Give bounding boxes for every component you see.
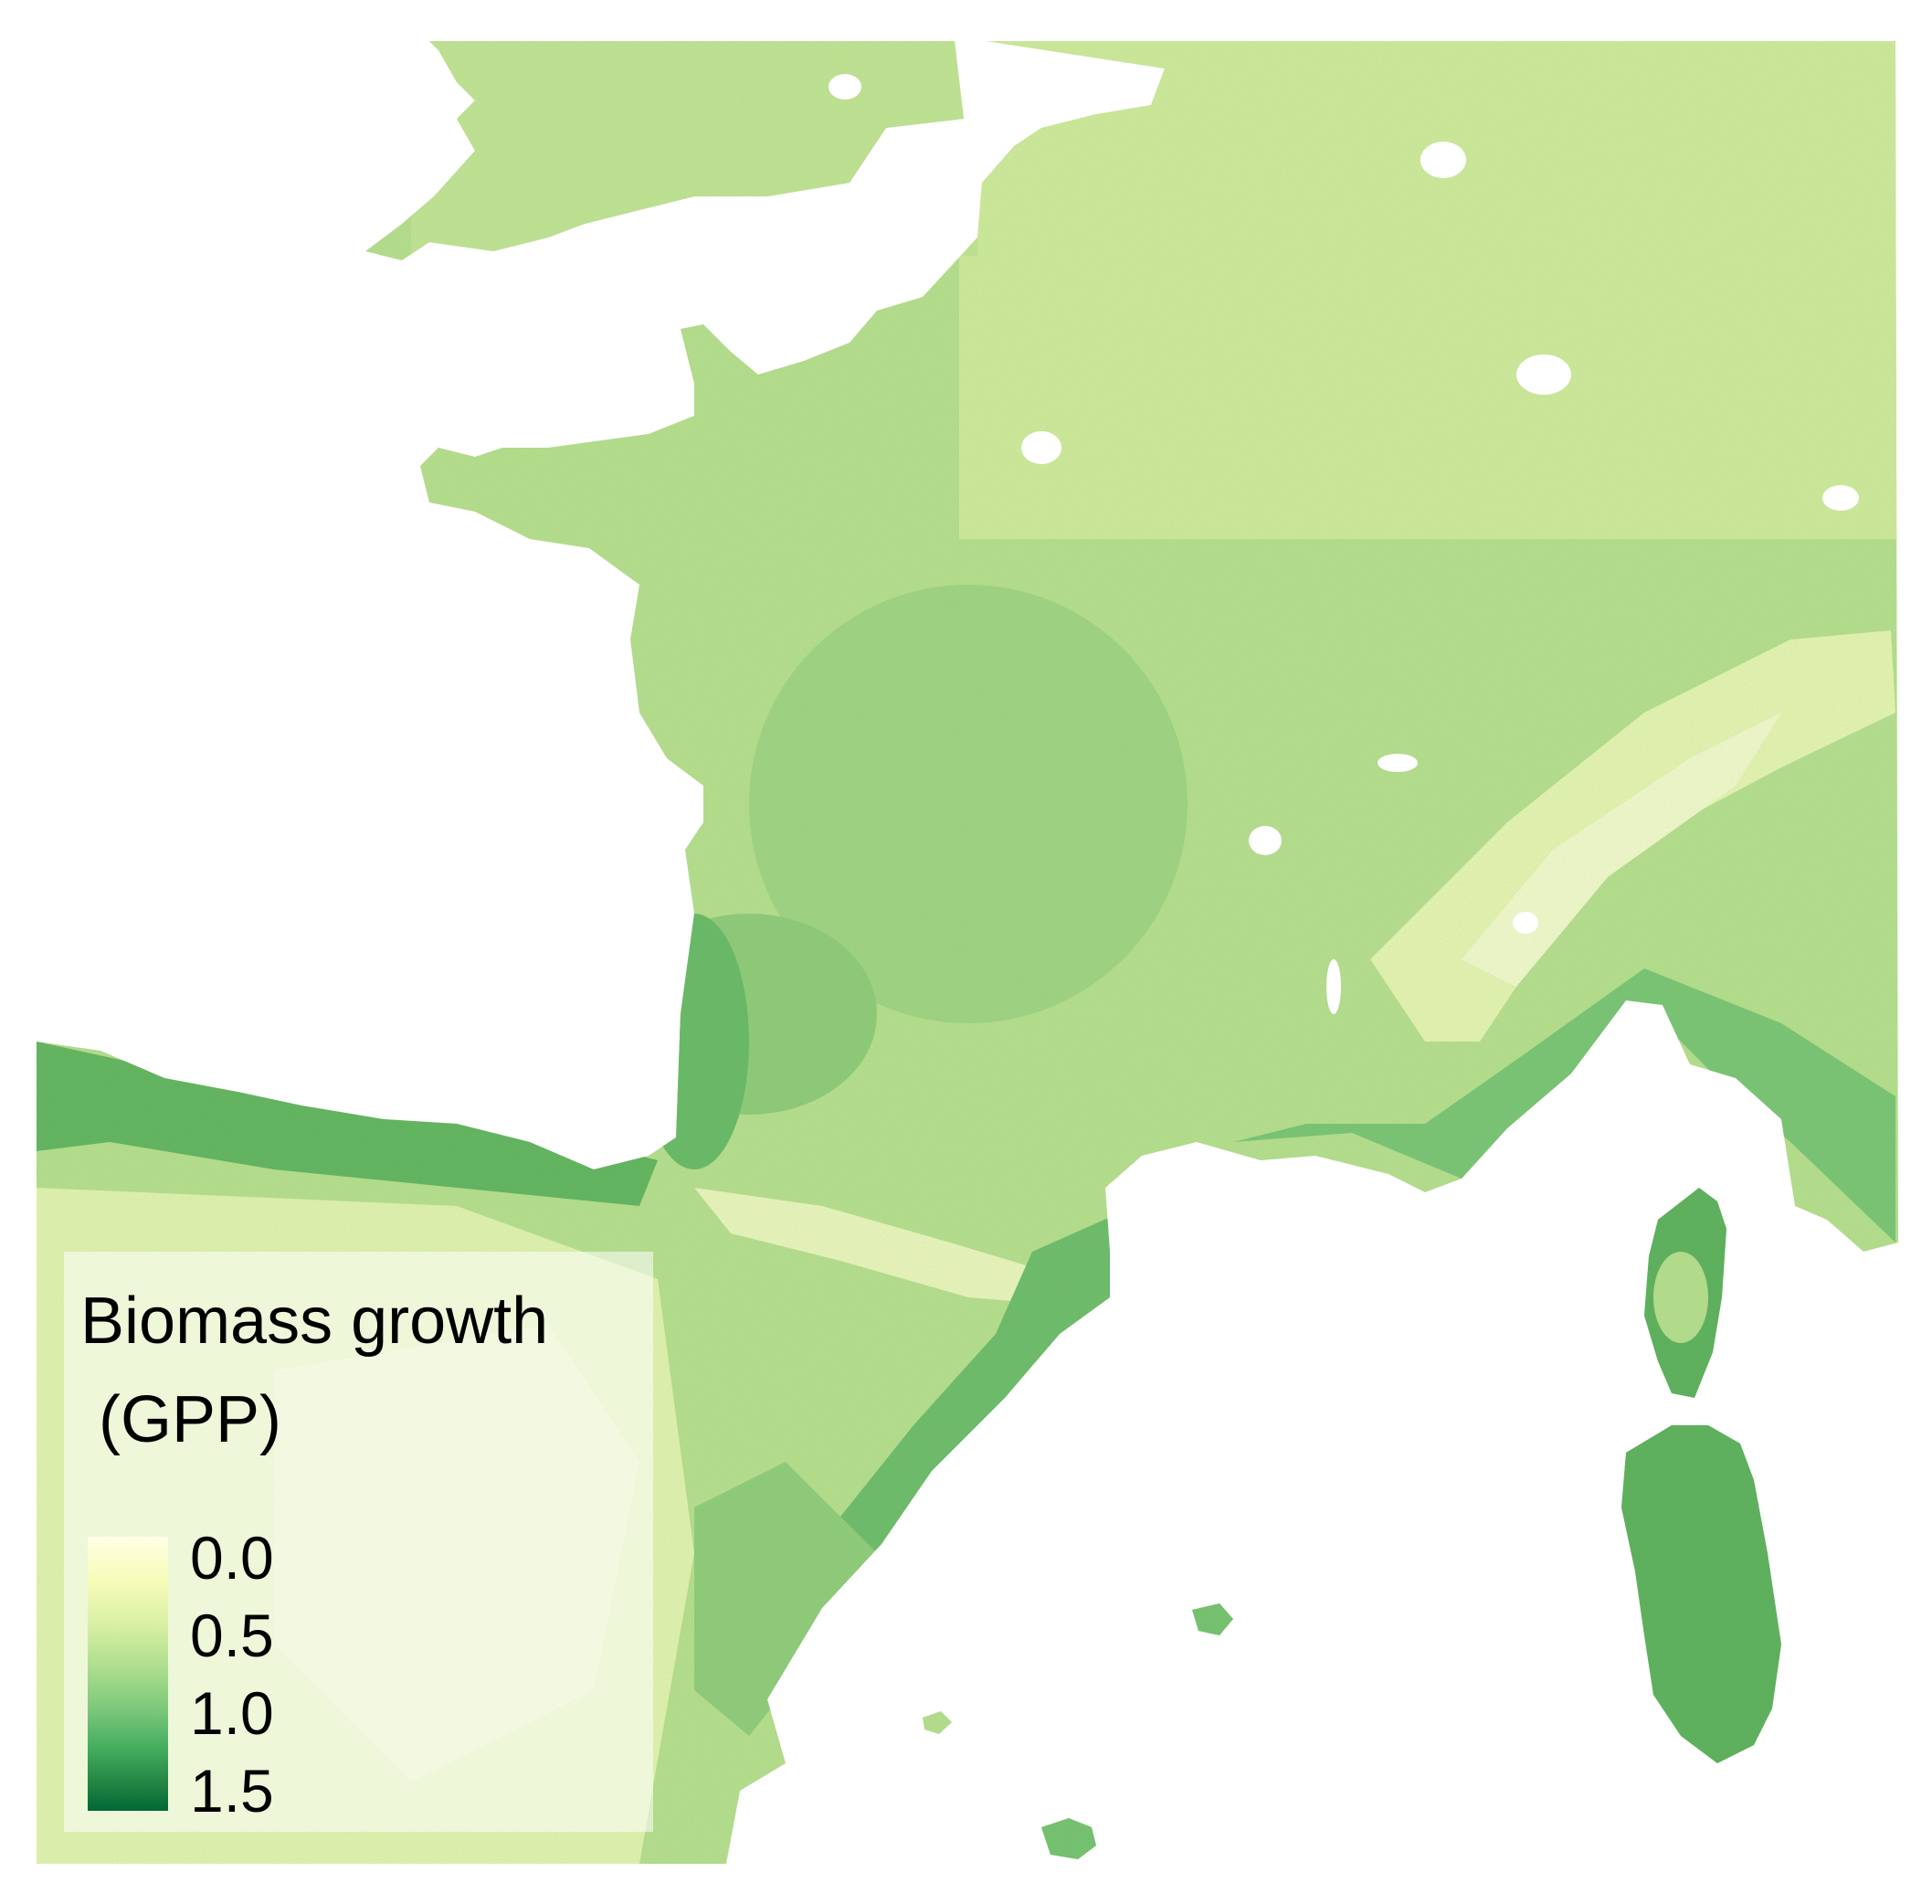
legend-tick-1: 0.5 bbox=[190, 1602, 274, 1669]
legend-tick-2: 1.0 bbox=[190, 1679, 274, 1747]
legend-tick-3: 1.5 bbox=[190, 1757, 274, 1825]
legend-tick-0: 0.0 bbox=[190, 1524, 274, 1592]
legend-colorbar bbox=[88, 1537, 168, 1811]
legend: Biomass growth (GPP) 0.0 0.5 1.0 1.5 bbox=[64, 1252, 653, 1832]
legend-title: Biomass growth (GPP) bbox=[80, 1285, 549, 1456]
